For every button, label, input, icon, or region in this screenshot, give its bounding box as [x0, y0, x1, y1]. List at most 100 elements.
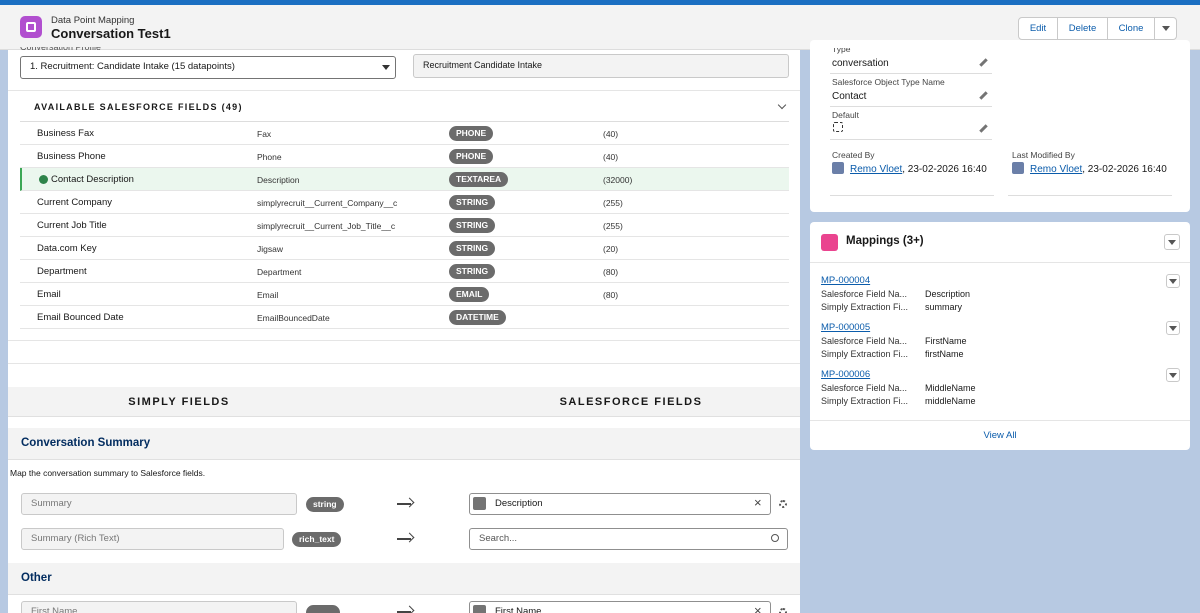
- mappings-title: Mappings (3+): [846, 235, 924, 247]
- divider: [810, 262, 1190, 263]
- column-header-band: [8, 387, 800, 417]
- dropdown-arrow: [1169, 326, 1177, 331]
- section-title: Conversation Summary: [21, 437, 151, 449]
- field-row[interactable]: [20, 260, 789, 283]
- mapping-field-label: Salesforce Field Na...: [821, 289, 908, 299]
- object-type: Data Point Mapping: [51, 15, 135, 26]
- mapping-link[interactable]: MP-000005: [821, 322, 871, 333]
- profile-select[interactable]: 1. Recruitment: Candidate Intake (15 dat…: [20, 56, 396, 79]
- source-field[interactable]: First Name: [21, 601, 297, 613]
- field-label: Data.com Key: [37, 243, 97, 254]
- field-row[interactable]: [20, 168, 789, 191]
- mappings-card: [810, 222, 1190, 450]
- field-api-name: Phone: [257, 152, 282, 162]
- type-badge: STRING: [449, 195, 496, 210]
- action-button[interactable]: Clone: [1108, 17, 1155, 40]
- field-label: Email: [37, 289, 61, 300]
- mapping-field-label: Simply Extraction Fi...: [821, 396, 909, 406]
- mappings-icon: [821, 234, 838, 251]
- row-menu[interactable]: [1166, 321, 1180, 335]
- clear-icon[interactable]: ×: [754, 603, 762, 613]
- divider: [8, 90, 800, 91]
- user-icon: [832, 162, 844, 174]
- section-band: [8, 428, 800, 460]
- dropdown-arrow: [1168, 240, 1176, 245]
- user-link[interactable]: Remo Vloet: [1030, 164, 1083, 175]
- field-label: Email Bounced Date: [37, 312, 124, 323]
- divider: [810, 420, 1190, 421]
- lookup-icon: [473, 605, 486, 613]
- section-title: Other: [21, 572, 52, 584]
- object-icon: [20, 16, 42, 38]
- divider: [830, 106, 992, 107]
- source-field[interactable]: Summary: [21, 493, 297, 515]
- dropdown-arrow: [1162, 26, 1170, 31]
- field-length: (20): [603, 244, 619, 254]
- settings-icon[interactable]: [779, 608, 787, 613]
- type-badge: [306, 605, 340, 613]
- type-badge: STRING: [449, 218, 496, 233]
- field-length: (40): [603, 129, 619, 139]
- arrow-shaft: [397, 503, 411, 505]
- field-api-name: simplyrecruit__Current_Company__c: [257, 198, 398, 208]
- details-card: [810, 40, 1190, 212]
- user-link[interactable]: Remo Vloet: [850, 164, 903, 175]
- card-menu[interactable]: [1164, 234, 1180, 250]
- action-button[interactable]: Edit: [1018, 17, 1058, 40]
- detail-value: conversation: [832, 58, 889, 69]
- divider: [830, 73, 992, 74]
- mapping-field-label: Simply Extraction Fi...: [821, 302, 909, 312]
- field-row[interactable]: [20, 283, 789, 306]
- mapping-link[interactable]: MP-000004: [821, 275, 871, 286]
- section-description: Map the conversation summary to Salesfor…: [10, 468, 206, 478]
- target-field[interactable]: Description: [469, 493, 771, 515]
- type-badge: PHONE: [449, 126, 494, 141]
- audit-label: Created By: [832, 150, 875, 160]
- divider: [20, 121, 789, 122]
- field-row[interactable]: [20, 214, 789, 237]
- field-label: Department: [37, 266, 87, 277]
- field-row[interactable]: [20, 145, 789, 168]
- field-label: Business Phone: [37, 151, 106, 162]
- type-badge: DATETIME: [449, 310, 506, 325]
- type-badge: EMAIL: [449, 287, 490, 302]
- action-button[interactable]: Delete: [1058, 17, 1108, 40]
- dropdown-arrow: [1169, 373, 1177, 378]
- row-menu[interactable]: [1166, 274, 1180, 288]
- source-field[interactable]: Summary (Rich Text): [21, 528, 284, 550]
- checkbox: [833, 122, 843, 132]
- field-row[interactable]: [20, 237, 789, 260]
- type-badge: string: [306, 497, 344, 512]
- field-length: (255): [603, 221, 623, 231]
- check-icon: [39, 175, 48, 184]
- divider: [1008, 195, 1172, 196]
- divider: [8, 363, 800, 364]
- mapping-field-label: Salesforce Field Na...: [821, 383, 908, 393]
- field-api-name: Department: [257, 267, 302, 277]
- settings-icon[interactable]: [779, 500, 787, 508]
- view-all-link[interactable]: View All: [983, 430, 1017, 441]
- field-length: (80): [603, 290, 619, 300]
- field-label: Contact Description: [51, 174, 134, 185]
- row-menu[interactable]: [1166, 368, 1180, 382]
- field-label: Current Company: [37, 197, 112, 208]
- mapping-link[interactable]: MP-000006: [821, 369, 871, 380]
- field-row[interactable]: [20, 306, 789, 329]
- audit-stamp: , 23-02-2026 16:40: [1082, 164, 1167, 175]
- profile-name: Recruitment Candidate Intake: [413, 54, 789, 78]
- user-icon: [1012, 162, 1024, 174]
- field-row[interactable]: [20, 122, 789, 145]
- target-field[interactable]: Search...: [469, 528, 788, 550]
- clear-icon[interactable]: ×: [754, 495, 762, 510]
- search-icon: [771, 534, 779, 542]
- main-panel: [8, 50, 800, 613]
- dropdown-arrow: [382, 65, 390, 70]
- mapping-field-value: summary: [925, 302, 963, 312]
- field-length: (40): [603, 152, 619, 162]
- field-row[interactable]: [20, 191, 789, 214]
- field-length: (80): [603, 267, 619, 277]
- field-length: (255): [603, 198, 623, 208]
- target-field[interactable]: First Name: [469, 601, 771, 613]
- mapping-field-label: Salesforce Field Na...: [821, 336, 908, 346]
